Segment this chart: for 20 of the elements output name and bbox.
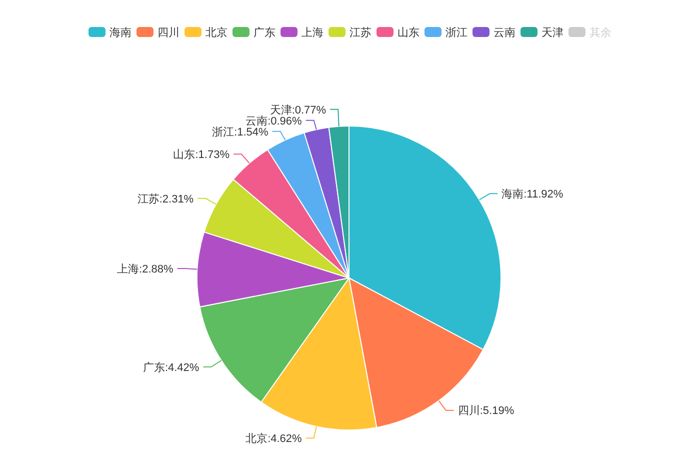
data-label: 海南:11.92% [502,187,564,200]
data-label: 广东:4.42% [142,360,200,374]
legend-label: 四川 [158,26,180,39]
legend-label: 海南 [110,26,132,39]
data-label: 天津:0.77% [270,103,326,116]
data-label: 江苏:2.31% [137,192,194,206]
legend-label: 广东 [254,26,276,39]
data-label: 山东:1.73% [173,148,230,162]
legend-label: 云南 [494,26,516,39]
legend-label: 上海 [302,26,324,39]
data-label: 浙江:1.54% [212,125,269,138]
legend-label: 浙江 [446,26,468,39]
legend-label: 天津 [542,26,564,39]
data-label: 上海:2.88% [117,262,174,276]
data-label: 云南:0.96% [246,114,302,128]
legend-label: 北京 [206,26,228,39]
data-label: 北京:4.62% [246,432,302,446]
data-label: 四川:5.19% [458,404,514,418]
legend-label: 江苏 [350,26,372,39]
legend-label: 山东 [398,26,420,39]
